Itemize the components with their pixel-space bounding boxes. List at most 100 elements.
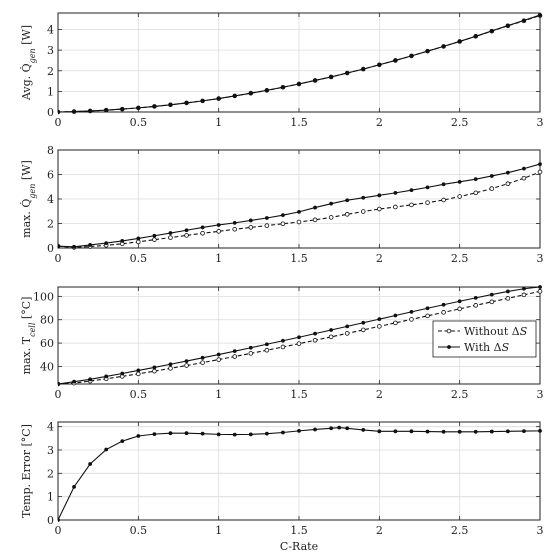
data-point [409,309,414,314]
data-point [377,324,382,329]
data-point [393,204,398,210]
data-point [136,236,141,241]
data-point [296,341,302,346]
data-point [538,162,542,166]
data-point [264,347,270,353]
data-point [248,225,254,230]
data-point [248,218,253,223]
data-point [393,58,398,63]
data-point [345,198,350,203]
chart-panel-1: 0 0.5 1 1.5 2 2.5 3 0 1 2 3 4 Avg. Q̇gen [W] [20,12,544,129]
data-point [489,429,494,434]
data-point [489,29,494,33]
data-point [425,200,430,205]
data-point [120,107,125,112]
x-tick-label: 1.5 [290,252,308,265]
data-point [489,299,495,305]
data-point [393,429,398,434]
data-point [72,379,76,384]
data-point [441,182,446,187]
data-point [184,233,189,238]
data-point [505,181,511,186]
chart-panel-4: 0 0.5 1 1.5 2 2.5 3 0 1 2 3 4 Temp. Error [°C] [20,421,544,537]
legend: Without ΔS With ΔS [432,320,537,358]
data-point [216,352,221,357]
data-point [505,289,510,294]
data-point [505,429,510,434]
data-point [104,447,109,452]
data-point [184,228,189,233]
data-point [313,205,317,210]
axes-frame [57,421,541,521]
series-group [58,13,543,115]
x-tick-label: 2 [376,524,383,537]
panels-group: 0 0.5 1 1.5 2 2.5 3 0 1 2 3 4 Avg. Q̇gen [W] 0 0.5 1 1.5… [20,12,544,537]
data-point [104,241,109,246]
data-point [425,313,430,319]
data-point [425,185,430,190]
x-tick-label: 3 [537,252,544,265]
legend-marker-with-ds [447,345,451,349]
data-point [216,223,221,227]
data-point [409,429,414,434]
data-point [328,215,334,220]
axes-frame [57,149,541,249]
data-point [361,195,366,200]
data-point [377,193,382,198]
data-point [152,233,157,238]
y-tick-label: 3 [47,444,54,457]
data-point [473,177,478,182]
data-point [522,166,526,171]
data-point [281,430,285,435]
data-point [248,91,253,96]
y-axis-label: Temp. Error [°C] [20,424,33,518]
data-point [88,462,93,466]
x-tick-label: 3 [537,524,544,537]
data-point [216,432,221,437]
series-group [58,162,543,250]
data-point [505,23,510,28]
data-point [200,98,205,103]
data-point [248,345,253,350]
x-tick-label: 0.5 [130,524,148,537]
data-point [361,428,366,432]
data-point [473,429,478,434]
data-point [184,431,189,436]
data-point [441,302,446,307]
data-point [264,342,269,347]
data-point [537,169,543,175]
y-tick-label: 4 [47,421,54,434]
data-point [200,225,205,230]
data-point [312,217,318,223]
y-tick-label: 40 [40,360,54,373]
data-point [216,96,221,101]
data-point [345,71,350,75]
data-point [88,109,93,113]
y-tick-label: 4 [47,193,54,206]
data-point [232,349,237,354]
data-point [168,231,173,235]
x-tick-label: 2.5 [451,252,469,265]
data-point [232,432,237,437]
x-tick-label: 0 [55,524,62,537]
data-point [168,235,173,240]
data-point [72,484,76,489]
y-axis-label: Avg. Q̇gen [W] [20,25,37,101]
data-point [473,303,479,308]
data-point [280,344,286,350]
data-point [200,360,205,365]
y-tick-label: 1 [47,85,54,98]
x-tick-label: 2 [376,252,383,265]
data-point [377,62,382,67]
data-point [521,175,527,181]
data-point [329,426,334,431]
x-tick-label: 3 [537,388,544,401]
data-point [136,239,141,245]
data-point [505,296,511,301]
data-point [337,425,342,430]
data-point [409,54,414,58]
data-point [313,331,317,336]
x-tick-label: 1 [215,524,222,537]
data-point [425,306,430,311]
